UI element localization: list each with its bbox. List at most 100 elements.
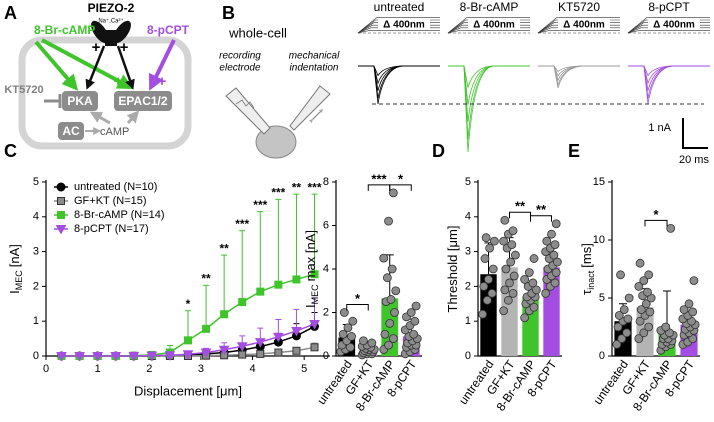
trace [628, 65, 710, 77]
data-point [520, 313, 530, 323]
data-point [388, 188, 398, 198]
data-point [384, 340, 393, 350]
marker [274, 348, 283, 357]
y-tick-label: 0 [599, 350, 605, 362]
data-point [489, 236, 499, 246]
data-point [639, 328, 649, 338]
marker [56, 352, 67, 362]
trace [628, 65, 710, 91]
trace [538, 65, 620, 89]
data-point [552, 257, 562, 267]
data-point [529, 254, 539, 263]
error-bar [221, 254, 228, 315]
y-tick-label: 0 [465, 350, 471, 362]
marker [202, 324, 211, 333]
data-point [689, 276, 699, 286]
y-tick-label: 0 [33, 350, 39, 362]
pka-box [62, 91, 98, 111]
marker [184, 336, 192, 345]
panel-label: E [568, 141, 580, 161]
data-point [617, 334, 627, 344]
data-point [478, 309, 488, 319]
data-point [528, 278, 538, 288]
marker [256, 349, 265, 358]
condition-label: 8-Br-cAMP [460, 0, 519, 14]
trace [448, 65, 530, 153]
marker [182, 350, 194, 360]
ions-label: Na⁺,Ca²⁺ [98, 18, 123, 25]
significance: ** [201, 272, 211, 286]
data-point [501, 264, 511, 274]
data-point [643, 287, 652, 297]
x-tick-label: 5 [301, 363, 307, 375]
data-point [479, 281, 489, 291]
x-tick-label: 1 [95, 363, 101, 375]
data-point [635, 258, 645, 268]
data-point [531, 285, 541, 295]
stimulus-step [447, 17, 530, 34]
stimulus-label: Δ 400nm [383, 20, 425, 31]
y-tick-label: 8 [323, 176, 329, 188]
sign: + [120, 39, 129, 56]
error-bar [203, 284, 210, 329]
y-axis-label-part: τ [579, 289, 594, 295]
data-point [379, 253, 389, 263]
pipette-wire [235, 99, 255, 109]
data-point [367, 338, 377, 348]
data-point [391, 286, 401, 296]
legend-label: untreated (N=10) [74, 181, 157, 193]
arrow [41, 38, 134, 90]
legend-marker [57, 197, 65, 205]
data-point [509, 271, 519, 281]
data-point [410, 316, 420, 326]
data-point [688, 307, 698, 317]
marker [273, 332, 284, 343]
error-bar [311, 193, 318, 275]
stimulus-label-bg [378, 19, 430, 30]
legend-marker [55, 225, 67, 235]
data-point [623, 314, 633, 324]
marker [200, 348, 212, 359]
arrow [85, 45, 106, 90]
marker [238, 298, 247, 307]
current-traces: untreated Δ 400nm 8-Br-cAMP Δ 400nm KT5720 Δ … [357, 0, 710, 153]
data-point [348, 316, 358, 326]
y-tick-label: 5 [599, 292, 605, 304]
y-axis-label: Threshold [μm] [445, 226, 460, 313]
channel [113, 20, 131, 44]
significance: *** [235, 217, 249, 231]
agonist-label: 8-Br-cAMP [34, 23, 95, 37]
data-point [551, 219, 561, 229]
data-point [500, 285, 510, 295]
data-point [505, 278, 514, 288]
marker [274, 280, 283, 289]
y-tick-label: 4 [465, 211, 471, 223]
data-point [547, 229, 556, 239]
y-tick-label: 15 [593, 176, 605, 188]
bracket [530, 215, 552, 222]
scale-bar [682, 118, 708, 149]
marker [309, 319, 320, 330]
condition-label: KT5720 [558, 0, 600, 14]
data-point [612, 339, 622, 349]
signaling-diagram: 8-Br-cAMP PIEZO-2 Na⁺,Ca²⁺ 8-pCPT KT5720… [4, 1, 192, 150]
marker [74, 352, 85, 362]
stimulus-step [627, 17, 710, 34]
data-point [549, 250, 559, 260]
data-point [550, 240, 560, 250]
data-point [644, 322, 654, 332]
channel [91, 20, 109, 44]
data-point [634, 281, 644, 291]
stimulus-step [447, 30, 530, 34]
trace [538, 65, 620, 73]
stimulus-step [357, 30, 440, 34]
panel-label: D [432, 141, 445, 161]
recording-setup: whole-cell recording electrode mechanica… [219, 25, 340, 159]
stimulus-label: Δ 400nm [653, 20, 695, 31]
marker [236, 342, 248, 352]
x-tick-label: 0 [43, 363, 49, 375]
data-point [488, 264, 498, 274]
trace [358, 65, 440, 91]
legend-label: GF+KT (N=15) [74, 195, 147, 207]
